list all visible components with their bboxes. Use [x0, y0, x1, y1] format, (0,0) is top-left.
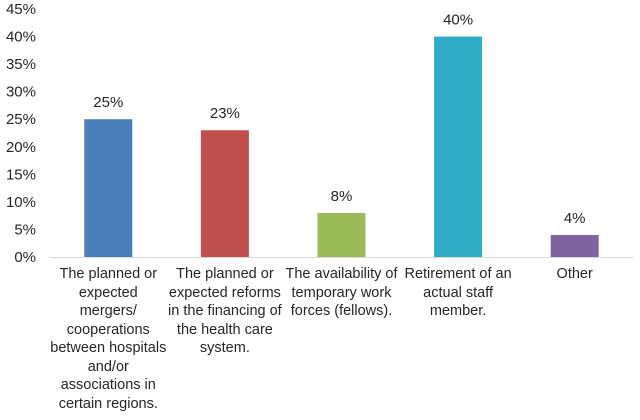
data-label: 25% [93, 94, 123, 111]
bar [434, 36, 483, 257]
x-tick-label-line: The planned or [176, 266, 274, 282]
y-tick-label: 20% [6, 139, 36, 156]
x-tick-label-line: The planned or [59, 266, 158, 282]
bar [550, 234, 599, 257]
x-tick-label-line: in the financing of [168, 303, 282, 319]
y-tick-label: 40% [6, 29, 36, 46]
x-tick-label-line: The availability of [285, 266, 398, 282]
data-label: 40% [443, 12, 473, 29]
y-tick-label: 5% [14, 221, 36, 238]
x-tick-label: The planned or expected reforms in the fin… [165, 265, 285, 358]
y-tick-label: 10% [6, 194, 36, 211]
x-tick-label: Other [515, 265, 635, 284]
x-tick-label-line: and/or [87, 358, 129, 375]
bar [200, 130, 249, 257]
x-tick-label-line: expected reforms [168, 284, 281, 301]
x-tick-label-line: Retirement of an [404, 266, 512, 282]
x-tick-label-line: expected [78, 284, 138, 301]
x-tick-label-line: system. [199, 340, 250, 356]
x-tick-label: The availability of temporary work forces … [282, 265, 402, 321]
x-tick-label: Retirement of an actual staff member. [398, 265, 518, 321]
y-tick-label: 30% [6, 84, 36, 101]
x-tick-label-line: member. [429, 303, 487, 319]
x-tick-label-line: certain regions. [58, 395, 158, 412]
x-tick-label-line: Other [556, 266, 593, 282]
x-tick-label-line: cooperations [66, 321, 150, 338]
data-labels: 25% 23% 8% 40% 4% [93, 12, 585, 227]
y-tick-label: 35% [6, 56, 36, 73]
data-label: 4% [564, 210, 586, 227]
bar [84, 119, 133, 257]
x-tick-label-line: actual staff [423, 284, 494, 301]
x-tick-label-line: temporary work [291, 284, 392, 301]
x-tick-label-line: the health care [176, 321, 273, 338]
y-tick-label: 15% [6, 166, 36, 183]
bars [84, 36, 599, 257]
data-label: 8% [331, 188, 353, 205]
x-tick-label-line: between hospitals [50, 340, 167, 356]
data-label: 23% [210, 105, 240, 122]
y-tick-label: 0% [14, 249, 36, 266]
y-axis: 0% 5% 10% 15% 20% 25% 30% 35% 40% 45% [6, 1, 36, 266]
x-tick-label: The planned or expected mergers/cooperatio… [48, 265, 168, 413]
x-tick-label-line: associations in [60, 377, 156, 393]
y-tick-label: 25% [6, 111, 36, 128]
x-tick-label-line: mergers/ [79, 303, 137, 319]
y-tick-label: 45% [6, 1, 36, 18]
x-tick-label-line: forces (fellows). [290, 303, 393, 319]
bar [317, 212, 366, 257]
